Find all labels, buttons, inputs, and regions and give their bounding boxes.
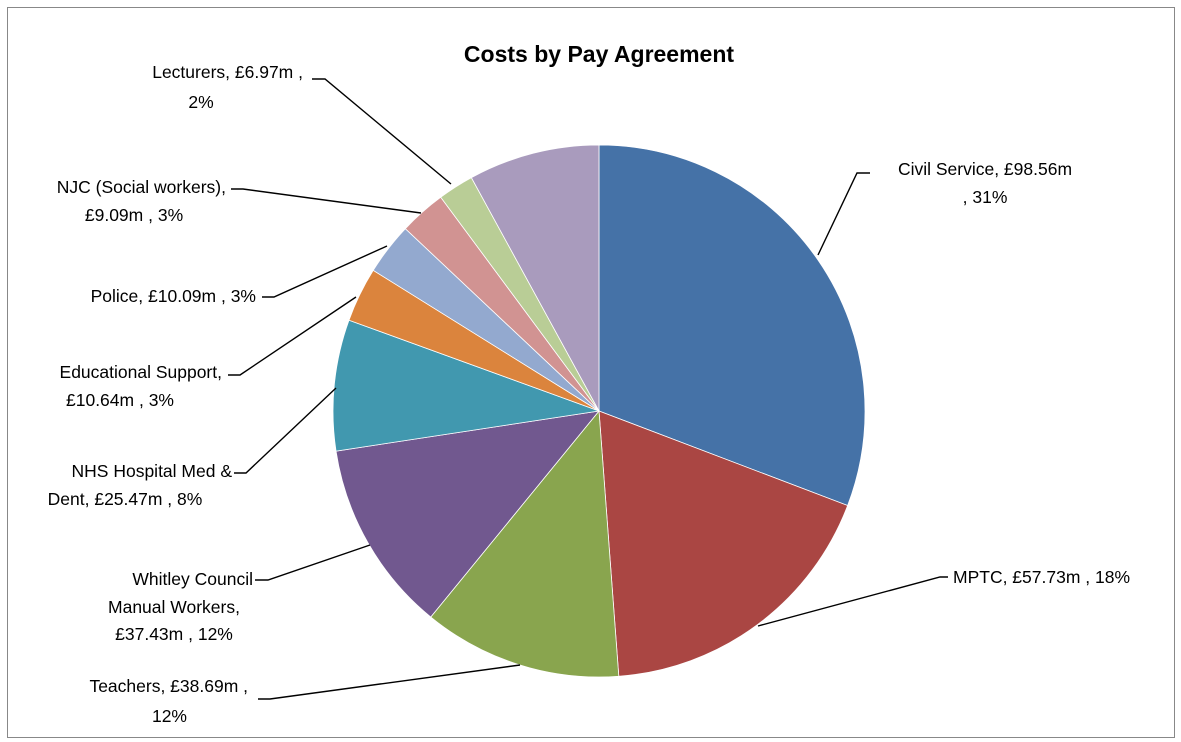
- chart-title: Costs by Pay Agreement: [464, 41, 734, 67]
- pie-slice-unlabeled: [470, 144, 600, 412]
- data-label: Police, £10.09m , 3%: [91, 286, 256, 306]
- pie-slices: [332, 144, 866, 678]
- leader-line: [262, 245, 388, 298]
- leader-line: [817, 172, 870, 256]
- data-label: Whitley Council: [132, 569, 253, 589]
- data-label: £37.43m , 12%: [115, 624, 233, 644]
- data-label: NHS Hospital Med &: [72, 461, 233, 481]
- data-label: NJC (Social workers),: [57, 177, 226, 197]
- pie-slice-nhs-hospital-med-dent: [332, 319, 600, 452]
- data-label: Teachers, £38.69m ,: [89, 676, 248, 696]
- leader-line: [258, 664, 521, 700]
- leader-line: [312, 78, 452, 185]
- pie-slice-whitley-council-manual-workers: [335, 410, 600, 618]
- data-label: £9.09m , 3%: [85, 205, 183, 225]
- pie-slice-mptc: [598, 410, 849, 677]
- leader-line: [255, 544, 371, 581]
- data-label: Civil Service, £98.56m: [898, 159, 1072, 179]
- data-labels: Civil Service, £98.56m , 31% MPTC, £57.73m…: [48, 62, 1130, 726]
- leader-line: [228, 296, 357, 376]
- leader-line: [231, 188, 422, 214]
- data-label: £10.64m , 3%: [66, 390, 174, 410]
- leader-line: [757, 576, 948, 627]
- data-label: MPTC, £57.73m , 18%: [953, 567, 1130, 587]
- data-label: 2%: [188, 92, 213, 112]
- data-label: Dent, £25.47m , 8%: [48, 489, 203, 509]
- data-label: 12%: [152, 706, 187, 726]
- data-label: , 31%: [963, 187, 1008, 207]
- pie-slice-civil-service: [598, 144, 866, 507]
- data-label: Lecturers, £6.97m ,: [152, 62, 303, 82]
- data-label: Educational Support,: [60, 362, 222, 382]
- data-label: Manual Workers,: [108, 597, 240, 617]
- leader-lines: [228, 78, 948, 700]
- leader-line: [234, 387, 337, 474]
